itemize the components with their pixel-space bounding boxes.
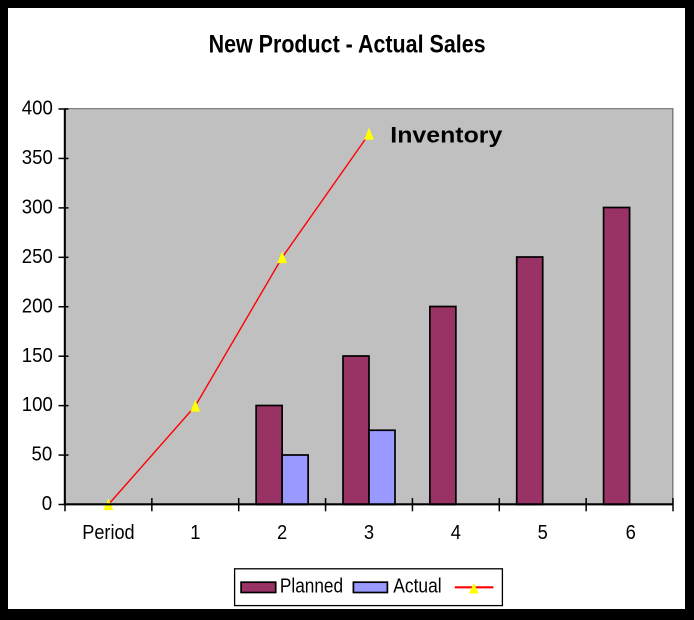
svg-text:1: 1	[190, 521, 200, 544]
svg-text:4: 4	[451, 521, 461, 544]
svg-text:2: 2	[277, 521, 287, 544]
svg-text:250: 250	[22, 245, 53, 268]
svg-text:Actual: Actual	[393, 575, 441, 598]
svg-text:0: 0	[42, 492, 52, 515]
svg-text:200: 200	[22, 294, 53, 317]
svg-text:300: 300	[22, 196, 53, 219]
svg-text:6: 6	[626, 521, 636, 544]
svg-text:Period: Period	[82, 521, 134, 544]
svg-text:350: 350	[22, 146, 53, 169]
svg-text:150: 150	[22, 344, 53, 367]
svg-text:100: 100	[22, 393, 53, 416]
svg-text:5: 5	[538, 521, 548, 544]
svg-text:400: 400	[22, 97, 53, 120]
svg-text:Inventory: Inventory	[390, 122, 503, 147]
svg-text:Planned: Planned	[280, 575, 343, 598]
svg-text:New Product - Actual Sales: New Product - Actual Sales	[209, 31, 486, 59]
svg-text:50: 50	[32, 443, 53, 466]
svg-text:3: 3	[364, 521, 374, 544]
